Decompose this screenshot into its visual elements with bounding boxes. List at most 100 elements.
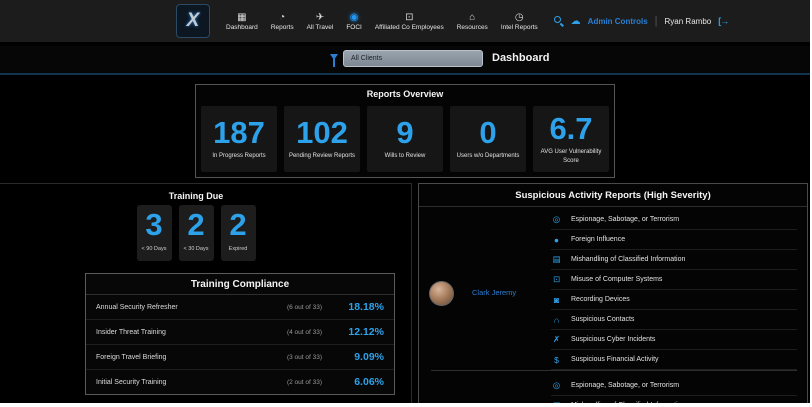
nav-item-label: FOCI: [346, 23, 362, 31]
training-due-title: Training Due: [168, 191, 224, 201]
filter-icon[interactable]: [330, 54, 338, 67]
stat-label: Pending Review Reports: [288, 153, 356, 160]
nav-item-intel-reports[interactable]: ◷ Intel Reports: [501, 12, 538, 31]
x-icon: ✗: [552, 334, 561, 344]
compliance-name: Foreign Travel Briefing: [96, 353, 167, 361]
nav-item-label: Intel Reports: [500, 23, 538, 31]
compliance-name: Insider Threat Training: [96, 328, 166, 336]
stat-card-wills-to-review: 9 Wills to Review: [367, 106, 443, 172]
stat-value: 9: [396, 115, 414, 151]
group-divider: [431, 370, 797, 371]
list-item[interactable]: ◙ Recording Devices: [551, 290, 797, 310]
target-icon: ◎: [552, 380, 561, 390]
document-icon: ▤: [552, 254, 561, 264]
list-item[interactable]: ▤ Mishandling of Classified Information: [551, 250, 797, 270]
nav-right-cluster: ☁ Admin Controls | Ryan Rambo [→: [553, 15, 729, 27]
document-icon: ▤: [551, 400, 562, 403]
list-item[interactable]: ∩ Suspicious Contacts: [551, 310, 797, 330]
nav-item-all-travel[interactable]: ✈ All Travel: [307, 12, 334, 31]
list-item-label: Espionage, Sabotage, or Terrorism: [571, 382, 680, 389]
training-compliance-panel: Training Compliance Annual Security Refr…: [85, 273, 395, 395]
suspicious-activity-list: ◎ Espionage, Sabotage, or Terrorism ● Fo…: [551, 210, 797, 370]
suspicious-activity-panel: Suspicious Activity Reports (High Severi…: [418, 183, 808, 403]
compliance-row: Initial Security Training (2 out of 33) …: [86, 370, 394, 394]
list-item-label: Suspicious Contacts: [571, 316, 635, 323]
nav-item-reports[interactable]: ◔ Reports: [271, 12, 294, 31]
headset-icon: ∩: [553, 314, 560, 325]
list-item[interactable]: ◎ Espionage, Sabotage, or Terrorism: [551, 376, 797, 396]
due-card-90-days: 3 < 90 Days: [136, 205, 172, 261]
nav-item-label: Affiliated Co Employees: [374, 23, 444, 31]
stat-card-pending-review: 102 Pending Review Reports: [284, 106, 360, 172]
admin-controls-link[interactable]: Admin Controls: [587, 16, 648, 26]
resources-icon: ⌂: [469, 11, 476, 23]
compliance-name: Annual Security Refresher: [96, 303, 178, 311]
compliance-detail: (6 out of 33): [286, 303, 322, 311]
list-item-label: Suspicious Cyber Incidents: [571, 336, 656, 343]
nav-item-foci[interactable]: ◉ FOCI: [346, 12, 362, 31]
due-card-30-days: 2 < 30 Days: [178, 205, 214, 261]
compliance-name: Initial Security Training: [96, 378, 167, 386]
due-label: < 90 Days: [141, 245, 167, 252]
computer-icon: ⊡: [552, 274, 561, 284]
search-icon[interactable]: [553, 16, 564, 26]
nav-item-dashboard[interactable]: ▦ Dashboard: [226, 12, 258, 31]
person-avatar[interactable]: [429, 281, 454, 306]
due-value: 2: [187, 207, 205, 242]
compliance-percent: 18.18%: [348, 301, 384, 313]
list-item-label: Foreign Influence: [571, 236, 626, 243]
due-value: 3: [145, 207, 163, 242]
compliance-percent: 12.12%: [348, 326, 384, 338]
compliance-detail: (3 out of 33): [286, 353, 322, 361]
list-item-label: Misuse of Computer Systems: [571, 276, 663, 283]
nav-item-resources[interactable]: ⌂ Resources: [457, 12, 488, 31]
list-item-label: Mishandling of Classified Information: [571, 256, 686, 263]
dollar-icon: $: [554, 354, 559, 365]
suspicious-activity-title: Suspicious Activity Reports (High Severi…: [419, 184, 807, 207]
compliance-percent: 6.06%: [354, 376, 384, 388]
nav-item-affiliated-co-employees[interactable]: ⊡ Affiliated Co Employees: [375, 12, 444, 31]
list-item[interactable]: ▤ Mishandling of Classified Information: [551, 396, 797, 403]
logo-icon: X: [186, 10, 200, 31]
dashboard-icon: ▦: [237, 11, 247, 23]
list-item-label: Suspicious Financial Activity: [571, 356, 659, 363]
app-logo[interactable]: X: [176, 4, 210, 38]
list-item[interactable]: $ Suspicious Financial Activity: [551, 350, 797, 370]
camera-icon: ◙: [553, 294, 560, 305]
filter-bar: All Clients Dashboard: [0, 46, 810, 75]
globe-icon: ●: [553, 234, 560, 245]
list-item[interactable]: ✗ Suspicious Cyber Incidents: [551, 330, 797, 350]
list-item[interactable]: ◎ Espionage, Sabotage, or Terrorism: [551, 210, 797, 230]
stat-label: Users w/o Departments: [456, 153, 520, 160]
client-filter-select[interactable]: All Clients: [343, 50, 483, 67]
user-name[interactable]: Ryan Rambo: [664, 16, 712, 26]
stat-card-users-wo-departments: 0 Users w/o Departments: [450, 106, 526, 172]
list-item[interactable]: ⊡ Misuse of Computer Systems: [551, 270, 797, 290]
due-label: Expired: [228, 245, 248, 252]
logout-icon[interactable]: [→: [718, 16, 729, 26]
client-filter-value: All Clients: [351, 55, 383, 62]
list-item-label: Espionage, Sabotage, or Terrorism: [571, 216, 680, 223]
stat-value: 102: [296, 115, 348, 151]
foci-icon: ◉: [349, 11, 359, 23]
nav-item-label: Reports: [270, 23, 294, 31]
person-name-link[interactable]: Clark Jeremy: [472, 288, 517, 297]
stat-label: Wills to Review: [384, 153, 426, 160]
stat-value: 187: [213, 115, 265, 151]
list-item[interactable]: ● Foreign Influence: [551, 230, 797, 250]
cloud-icon[interactable]: ☁: [570, 15, 581, 27]
nav-item-label: Dashboard: [226, 23, 258, 31]
compliance-detail: (2 out of 33): [286, 378, 322, 386]
reports-overview-panel: Reports Overview 187 In Progress Reports…: [195, 84, 615, 178]
compliance-detail: (4 out of 33): [286, 328, 322, 336]
nav-item-label: All Travel: [306, 23, 334, 31]
target-icon: ◎: [552, 214, 561, 224]
compliance-row: Annual Security Refresher (6 out of 33) …: [86, 295, 394, 320]
stat-label: AVG User Vulnerability Score: [540, 149, 602, 164]
stats-row: 187 In Progress Reports 102 Pending Revi…: [201, 106, 609, 172]
stat-card-avg-vulnerability: 6.7 AVG User Vulnerability Score: [533, 106, 609, 172]
training-section: Training Due 3 < 90 Days 2 < 30 Days 2 E…: [0, 183, 412, 403]
training-due-cards: 3 < 90 Days 2 < 30 Days 2 Expired: [0, 205, 392, 261]
list-item-label: Recording Devices: [571, 296, 630, 303]
